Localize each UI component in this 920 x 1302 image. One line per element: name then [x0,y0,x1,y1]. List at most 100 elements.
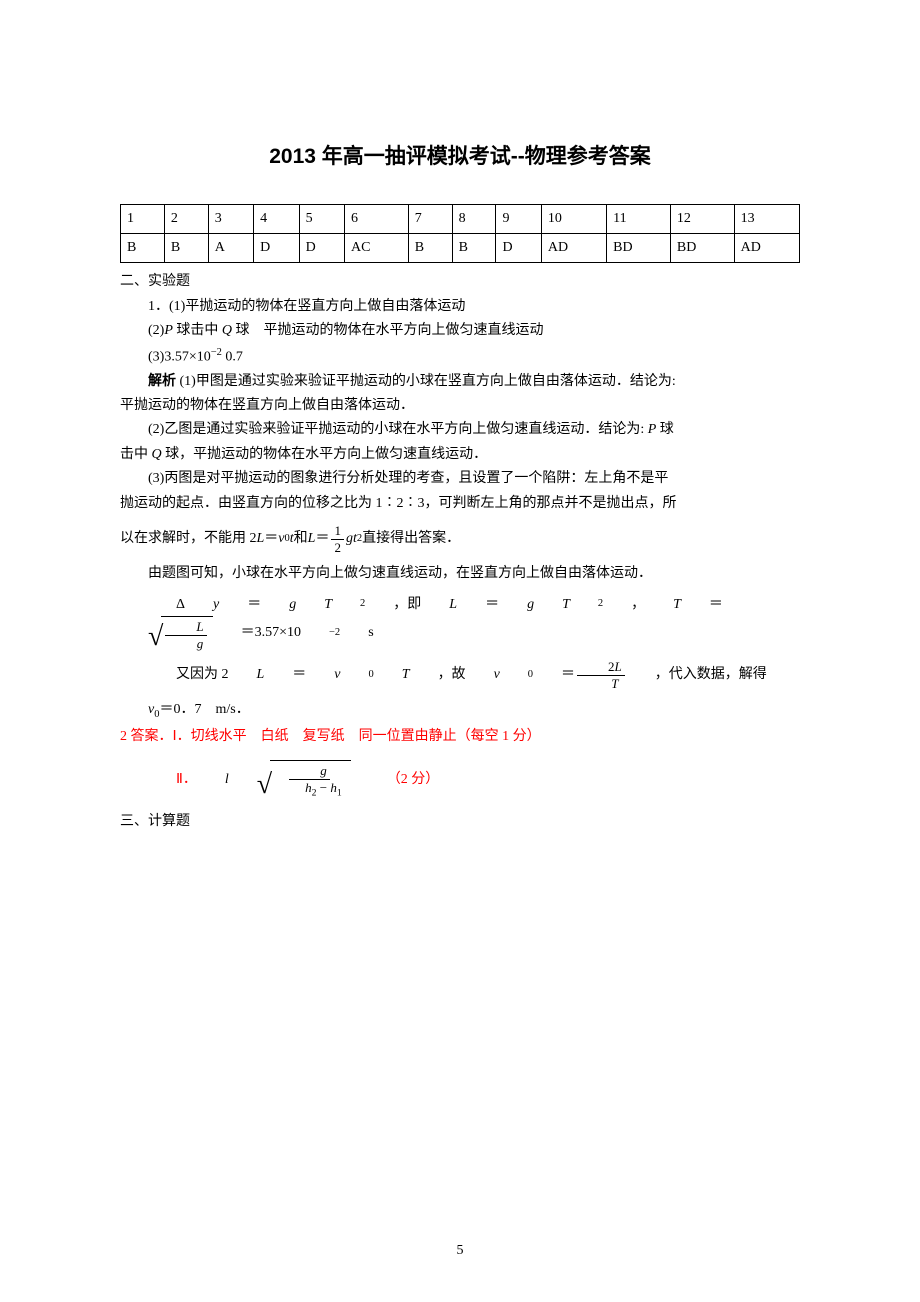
page-number: 5 [0,1240,920,1262]
fraction-gh: g h2 − h1 [274,763,345,799]
var-p: P [164,323,173,338]
text: 直接得出答案． [362,528,460,550]
var-L: L [308,528,316,550]
answer-cell: D [496,233,541,262]
sqrt: √ L g [120,616,213,651]
eq: ＝ [264,664,306,686]
var-T: T [534,594,570,616]
result: ＝3.57×10 [213,622,301,644]
value: ＝0．7 m/s． [159,702,249,717]
answer-cell: AC [344,233,408,262]
q2-line2: Ⅱ． l √ g h2 − h1 （2 分） [120,760,800,799]
var-l: l [197,769,229,791]
text: (2)乙图是通过实验来验证平抛运动的小球在水平方向上做匀速直线运动．结论为: [148,422,648,437]
score: （2 分） [359,769,440,791]
analysis-line3a: (3)丙图是对平抛运动的图象进行分析处理的考查，且设置了一个陷阱：左上角不是平 [120,468,800,490]
var-p: P [648,422,657,437]
answer-table: 1 2 3 4 5 6 7 8 9 10 11 12 13 B B A D D … [120,204,800,264]
header-cell: 6 [344,204,408,233]
text: ，故 [410,664,466,686]
answer-cell: B [121,233,165,262]
formula-1: Δy＝gT2，即 L＝gT2，T＝ √ L g ＝3.57×10−2 s [120,594,800,652]
answer-cell: AD [734,233,799,262]
table-row-answers: B B A D D AC B B D AD BD BD AD [121,233,800,262]
section-3-heading: 三、计算题 [120,811,800,833]
text: 和 [294,528,308,550]
radical-icon: √ [120,623,163,651]
sup-2: 2 [570,596,603,613]
header-cell: 7 [408,204,452,233]
var-v: v [306,664,340,686]
analysis-line1: 解析 (1)甲图是通过实验来验证平抛运动的小球在竖直方向上做自由落体运动．结论为… [120,371,800,393]
var-v: v [466,664,500,686]
text: 以在求解时，不能用 2 [120,528,257,550]
answer-cell: B [408,233,452,262]
table-row-headers: 1 2 3 4 5 6 7 8 9 10 11 12 13 [121,204,800,233]
header-cell: 12 [670,204,734,233]
section-2-heading: 二、实验题 [120,271,800,293]
delta: Δ [148,594,185,616]
sup-2: 2 [332,596,365,613]
numerator: g [289,763,330,780]
numerator: 1 [331,523,344,540]
text: 击中 [120,447,152,462]
comma: ， [603,594,645,616]
answer-cell: B [164,233,208,262]
q1-line1: 1．(1)平抛运动的物体在竖直方向上做自由落体运动 [120,296,800,318]
text: 球，平抛运动的物体在水平方向上做匀速直线运动． [162,447,488,462]
text: 球 [656,422,674,437]
q1-line2: (2)P 球击中 Q 球 平抛运动的物体在水平方向上做匀速直线运动 [120,320,800,342]
answer-cell: D [299,233,344,262]
header-cell: 5 [299,204,344,233]
analysis-line3c: 以在求解时，不能用 2L＝v0t 和 L＝12gt2 直接得出答案． [120,523,800,555]
eq: ＝ [219,594,261,616]
denominator: g [166,636,207,652]
line-known: 由题图可知，小球在水平方向上做匀速直线运动，在竖直方向上做自由落体运动． [120,563,800,585]
var-g: g [499,594,534,616]
var-L: L [229,664,265,686]
fraction-half: 12 [331,523,344,555]
formula-2: 又因为 2L＝v0T，故 v0＝ 2L T ，代入数据，解得 [120,659,800,691]
denominator: T [580,676,621,692]
q1-line3: (3)3.57×10−2 0.7 [120,345,800,369]
radical-icon: √ [229,771,272,799]
analysis-line2a: (2)乙图是通过实验来验证平抛运动的小球在水平方向上做匀速直线运动．结论为: P… [120,419,800,441]
eq: ＝ [315,528,329,550]
analysis-line1b: 平抛运动的物体在竖直方向上做自由落体运动． [120,395,800,417]
sub-0: 0 [341,667,374,684]
header-cell: 11 [607,204,671,233]
var-g: g [346,528,353,550]
text: ，代入数据，解得 [627,664,767,686]
header-cell: 4 [254,204,299,233]
header-cell: 9 [496,204,541,233]
var-g: g [261,594,296,616]
text: (1)甲图是通过实验来验证平抛运动的小球在竖直方向上做自由落体运动．结论为: [176,374,676,389]
page-title: 2013 年高一抽评模拟考试--物理参考答案 [120,140,800,174]
text: (2) [148,323,164,338]
var-T: T [374,664,410,686]
answer-cell: AD [541,233,606,262]
header-cell: 2 [164,204,208,233]
radicand: L g [161,616,212,651]
var-y: y [185,594,219,616]
eq: ＝ [681,594,723,616]
var-q: Q [222,323,232,338]
var-T: T [645,594,681,616]
q2-line1: 2 答案．Ⅰ．切线水平 白纸 复写纸 同一位置由静止（每空 1 分） [120,726,800,748]
answer-cell: BD [607,233,671,262]
header-cell: 3 [208,204,253,233]
answer-cell: A [208,233,253,262]
fraction-Lg: L g [165,619,206,651]
denominator: h2 − h1 [274,780,345,799]
answer-cell: BD [670,233,734,262]
sub-0: 0 [500,667,533,684]
fraction-2LT: 2L T [577,659,625,691]
header-cell: 8 [452,204,496,233]
answer-cell: B [452,233,496,262]
analysis-label: 解析 [148,374,176,389]
var-L: L [257,528,265,550]
answer-cell: D [254,233,299,262]
text: ，即 [365,594,421,616]
eq: ＝ [264,528,278,550]
header-cell: 10 [541,204,606,233]
